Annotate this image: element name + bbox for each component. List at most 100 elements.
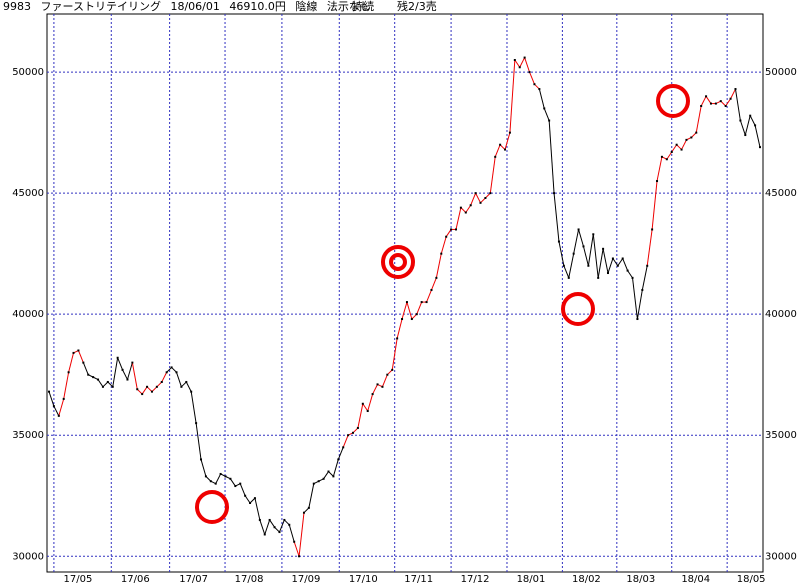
price-dot bbox=[327, 470, 330, 473]
price-dot bbox=[705, 95, 708, 98]
y-tick-label: 45000 bbox=[12, 188, 44, 199]
y-tick-label: 30000 bbox=[12, 551, 44, 562]
trend-segment bbox=[592, 234, 599, 278]
price-dot bbox=[376, 383, 379, 386]
x-tick-label: 17/10 bbox=[349, 574, 378, 585]
trend-segment bbox=[627, 270, 633, 279]
trend-segment bbox=[337, 447, 344, 460]
price-dot bbox=[224, 475, 227, 478]
price-dot bbox=[253, 497, 256, 500]
price-dot bbox=[690, 136, 693, 139]
price-dot bbox=[283, 518, 286, 521]
price-dot bbox=[469, 204, 472, 207]
trend-segment bbox=[587, 234, 594, 266]
trend-segment bbox=[185, 381, 192, 392]
trend-segment bbox=[176, 372, 182, 387]
price-dot bbox=[190, 390, 193, 393]
x-tick-label: 18/02 bbox=[572, 574, 601, 585]
price-dot bbox=[759, 146, 761, 149]
trend-segment bbox=[53, 405, 60, 417]
price-dot bbox=[249, 502, 252, 505]
trend-segment bbox=[342, 435, 349, 448]
annotation-circle bbox=[389, 253, 407, 271]
price-dot bbox=[239, 482, 242, 485]
price-dot bbox=[57, 414, 60, 417]
price-dot bbox=[106, 380, 109, 383]
price-dot bbox=[450, 228, 453, 231]
trend-segment bbox=[543, 108, 550, 121]
price-dot bbox=[577, 228, 580, 231]
price-dot bbox=[528, 71, 531, 74]
price-dot bbox=[322, 477, 325, 480]
price-dot bbox=[141, 393, 144, 396]
price-dot bbox=[489, 192, 492, 195]
trend-segment bbox=[578, 229, 584, 247]
price-dot bbox=[582, 245, 585, 248]
price-dot bbox=[131, 361, 134, 364]
x-tick-label: 17/11 bbox=[404, 574, 433, 585]
trend-segment bbox=[749, 115, 756, 126]
price-dot bbox=[572, 252, 575, 255]
price-dot bbox=[700, 104, 703, 107]
trend-segment bbox=[558, 241, 565, 266]
price-dot bbox=[52, 405, 55, 408]
price-dot bbox=[155, 385, 158, 388]
price-dot bbox=[48, 390, 50, 393]
trend-segment bbox=[612, 258, 619, 267]
trend-segment bbox=[563, 265, 570, 279]
trend-segment bbox=[504, 132, 511, 150]
price-dot bbox=[611, 257, 614, 260]
price-dot bbox=[356, 426, 359, 429]
price-dot bbox=[548, 119, 551, 122]
trend-segment bbox=[161, 372, 168, 383]
price-dot bbox=[258, 518, 261, 521]
price-dot bbox=[116, 356, 119, 359]
date: 18/06/01 bbox=[170, 0, 219, 13]
price-dot bbox=[136, 388, 139, 391]
trend-segment bbox=[239, 483, 246, 496]
price-dot bbox=[263, 533, 266, 536]
trend-segment bbox=[671, 144, 678, 153]
price-dot bbox=[440, 252, 443, 255]
price-dot bbox=[587, 264, 590, 267]
price-dot bbox=[734, 88, 737, 91]
price-dot bbox=[459, 206, 462, 209]
price-dot bbox=[499, 143, 502, 146]
price-dot bbox=[464, 211, 467, 214]
price-dot bbox=[405, 301, 408, 304]
price-dot bbox=[391, 368, 394, 371]
trend-segment bbox=[431, 277, 437, 291]
trend-segment bbox=[705, 96, 712, 104]
trend-segment bbox=[141, 386, 148, 395]
x-tick-label: 17/07 bbox=[179, 574, 208, 585]
status: 持続 bbox=[352, 0, 374, 13]
price-dot bbox=[709, 102, 712, 105]
price-dot bbox=[204, 475, 207, 478]
trend-segment bbox=[332, 459, 339, 477]
trend-segment bbox=[68, 352, 75, 373]
price-dot bbox=[234, 485, 237, 488]
trend-segment bbox=[509, 59, 516, 133]
price-dot bbox=[67, 371, 70, 374]
candle: 陰線 bbox=[295, 0, 317, 13]
trend-segment bbox=[117, 357, 124, 371]
price-dot bbox=[278, 531, 281, 534]
plot: 30000 30000 35000 35000 40000 40000 45000 45000… bbox=[12, 14, 797, 585]
price-dot bbox=[381, 385, 384, 388]
price-dot bbox=[410, 318, 413, 321]
x-tick-label: 17/08 bbox=[235, 574, 264, 585]
trend-segment bbox=[573, 229, 580, 254]
trend-segment bbox=[215, 473, 222, 484]
price-dot bbox=[72, 351, 75, 354]
price-dot bbox=[160, 380, 163, 383]
trend-segment bbox=[77, 350, 84, 363]
price-dot bbox=[660, 155, 663, 158]
trend-segment bbox=[568, 253, 575, 278]
price-dot bbox=[180, 385, 183, 388]
price-dot bbox=[616, 264, 619, 267]
y-tick-label-right: 40000 bbox=[765, 309, 797, 320]
price-dot bbox=[268, 518, 271, 521]
trend-segment bbox=[651, 180, 658, 230]
price-dot bbox=[352, 431, 355, 434]
x-tick-label: 18/05 bbox=[737, 574, 766, 585]
